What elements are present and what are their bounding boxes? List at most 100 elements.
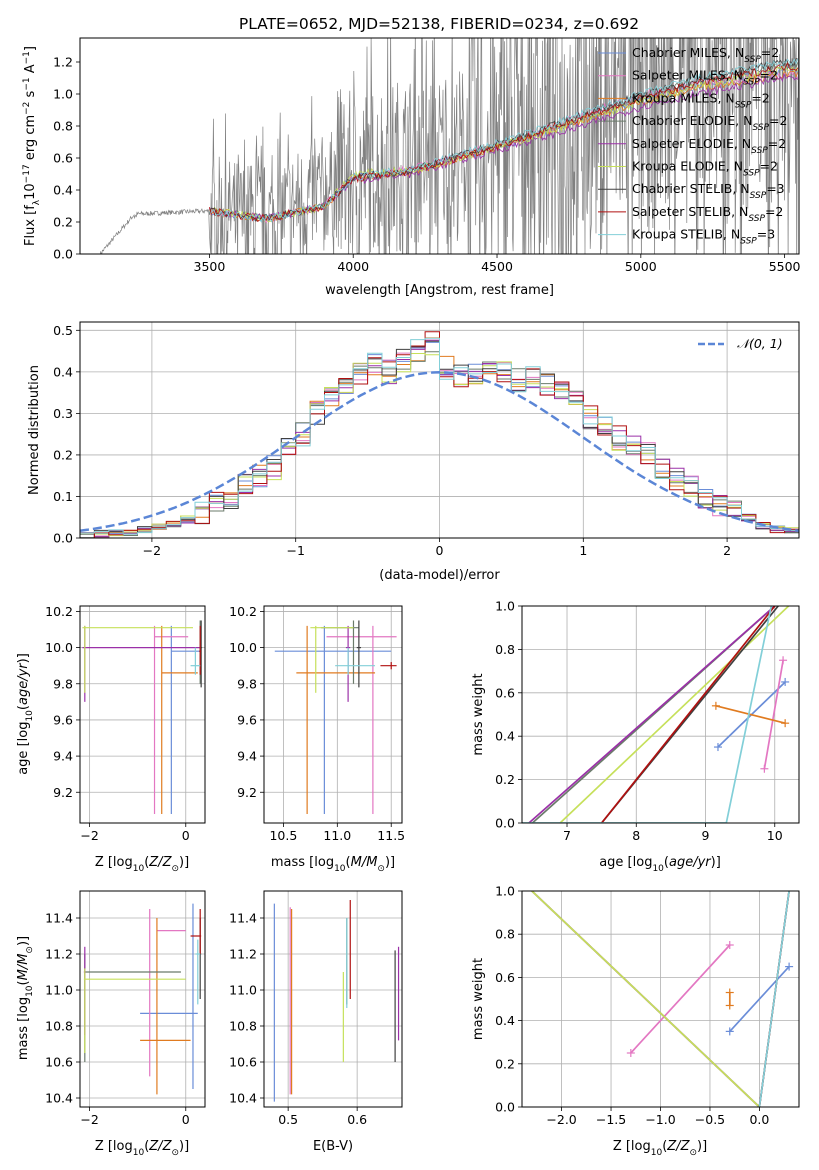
mass-weight-line <box>528 606 776 823</box>
legend-label-main: Chabrier ELODIE, N <box>632 113 752 128</box>
residuals-panel: −2 −1 0 1 2 0.0 0.1 0.2 0.3 0.4 0.5 (data-model)/er… <box>27 321 800 583</box>
label-part: 10 <box>25 985 35 997</box>
y-tick-label: 11.0 <box>229 983 257 998</box>
x-tick-label: 2 <box>723 543 731 558</box>
age-vs-mass-panel: 10.5 11.0 11.5 9.2 9.4 9.6 9.8 10.0 10.2 mass [lo… <box>229 604 405 874</box>
x-axis-label: Z [log10(Z/Z⊙)] <box>613 1139 707 1158</box>
y-tick-label: 0.2 <box>495 1056 515 1071</box>
x-tick-label: 4000 <box>337 259 369 274</box>
label-part: erg cm <box>23 115 38 164</box>
grid <box>522 605 799 824</box>
y-tick-label: 11.4 <box>229 911 257 926</box>
x-tick-label: −1.5 <box>596 1112 626 1127</box>
x-tick-label: −1.0 <box>645 1112 675 1127</box>
label-part: λ <box>32 199 42 205</box>
y-tick-label: 0.5 <box>53 323 73 338</box>
label-part: 10 <box>651 1148 663 1158</box>
label-part: 10 <box>133 864 145 874</box>
legend-label: Salpeter ELODIE, NSSP=2 <box>632 136 786 156</box>
label-part: Z [log <box>95 855 133 870</box>
y-tick-label: 0.2 <box>53 447 73 462</box>
plot-area <box>80 331 799 538</box>
label-part: 10 <box>133 1148 145 1158</box>
spectrum-panel: 3500 4000 4500 5000 5500 0.0 0.2 0.4 0.6 0.8 1.0 1.… <box>22 37 801 298</box>
label-part: Z/Z <box>148 1139 172 1154</box>
y-tick-label: 10.0 <box>229 640 257 655</box>
x-tick-label: −0.5 <box>695 1112 725 1127</box>
y-tick-label: 0.8 <box>53 119 73 134</box>
legend-label-tail: =3 <box>766 181 784 196</box>
axes-frame <box>263 605 403 824</box>
x-axis-label: Z [log10(Z/Z⊙)] <box>95 1139 189 1158</box>
grid <box>80 891 205 1107</box>
label-part: ( <box>662 1139 667 1154</box>
x-tick-label: 0.0 <box>749 1112 769 1127</box>
label-part: )] <box>16 653 31 663</box>
label-part: ( <box>346 855 351 870</box>
legend-label-tail: =2 <box>768 136 786 151</box>
legend-label: 𝒩(0, 1) <box>737 336 783 351</box>
label-part: )] <box>697 1139 707 1154</box>
legend-label-sub: SSP <box>744 55 761 65</box>
x-tick-label: −2 <box>143 543 161 558</box>
mass-vs-extinction-panel: 0.5 0.6 10.4 10.6 10.8 11.0 11.2 11.4 E(B-V) <box>229 890 403 1154</box>
y-axis-label: mass weight <box>471 673 486 755</box>
label-part: )] <box>385 855 395 870</box>
y-tick-label: 1.0 <box>53 87 73 102</box>
grid <box>264 606 402 823</box>
x-tick-label: 5500 <box>769 259 801 274</box>
plot-area <box>82 620 203 814</box>
legend-label-main: Kroupa MILES, N <box>632 90 735 105</box>
label-part: 10 <box>334 864 346 874</box>
y-tick-label: 0.1 <box>53 489 73 504</box>
y-axis-label: age [log10(age/yr)] <box>16 653 35 775</box>
mass-weight-line <box>758 891 790 1107</box>
legend-label: Chabrier STELIB, NSSP=3 <box>632 181 785 201</box>
axes-frame <box>263 890 403 1108</box>
y-tick-label: 11.0 <box>45 983 73 998</box>
label-part: 10 <box>25 710 35 722</box>
label-part: 10 <box>23 183 38 200</box>
legend-label-tail: =2 <box>761 45 779 60</box>
mass-weight-line <box>559 606 790 823</box>
y-tick-label: 10.4 <box>229 1091 257 1106</box>
y-tick-label: 10.4 <box>45 1091 73 1106</box>
legend-label-sub: SSP <box>751 146 768 156</box>
label-part: ( <box>664 855 669 870</box>
x-tick-label: 0.5 <box>278 1112 298 1127</box>
mass-weight-line <box>600 606 776 823</box>
legend-label-tail: =2 <box>765 204 783 219</box>
label-part: ( <box>144 1139 149 1154</box>
y-tick-label: 0.6 <box>53 151 73 166</box>
x-tick-label: −1 <box>286 543 304 558</box>
x-tick-label: 3500 <box>194 259 226 274</box>
axes-frame <box>79 37 800 255</box>
axes-frame <box>79 605 206 824</box>
x-tick-label: −2.0 <box>546 1112 576 1127</box>
figure-title: PLATE=0652, MJD=52138, FIBERID=0234, z=0… <box>239 15 639 33</box>
y-tick-label: 0.4 <box>495 1013 515 1028</box>
y-tick-label: 9.6 <box>237 712 257 727</box>
label-part: age [log <box>599 855 652 870</box>
x-tick-label: 0 <box>182 1112 190 1127</box>
x-tick-label: 0.6 <box>347 1112 367 1127</box>
legend-label-tail: =2 <box>769 113 787 128</box>
mass-weight-vs-age-panel: 7 8 9 10 0.0 0.2 0.4 0.6 0.8 1.0 mass weight age [l… <box>471 599 800 874</box>
y-tick-label: 0.4 <box>53 183 73 198</box>
y-tick-label: 11.4 <box>45 911 73 926</box>
y-tick-label: 10.2 <box>229 604 257 619</box>
model-spectrum-line <box>209 72 799 222</box>
x-axis-label: Z [log10(Z/Z⊙)] <box>95 855 189 874</box>
mass-vs-metallicity-panel: −2 010.410.610.811.011.211.4Z [log10(Z/Z⊙… <box>16 890 206 1158</box>
y-axis-label: Normed distribution <box>27 365 42 495</box>
legend-label-main: Salpeter MILES, N <box>632 68 743 83</box>
x-tick-label: −2 <box>80 828 98 843</box>
label-part: M/M <box>351 855 378 870</box>
legend-label-sub: SSP <box>750 191 767 201</box>
legend-label-sub: SSP <box>743 169 760 179</box>
label-part: )] <box>179 1139 189 1154</box>
age-vs-metallicity-panel: −2 09.29.49.69.810.010.2Z [log10(Z/Z⊙)]ag… <box>16 604 206 874</box>
label-part: Z [log <box>613 1139 651 1154</box>
label-part: −17 <box>22 164 32 183</box>
y-axis-label: Flux [fλ10−17 erg cm−2 s−1 A−1] <box>22 46 42 246</box>
